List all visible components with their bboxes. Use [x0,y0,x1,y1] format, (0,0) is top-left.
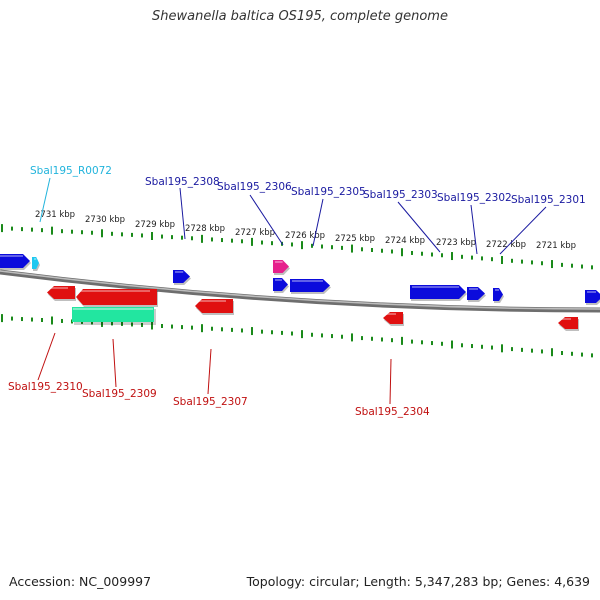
gene-callout-line [112,338,117,388]
reverse-gene [558,317,578,329]
reverse-gene [47,286,75,299]
gene-callout-line [37,332,56,381]
forward-gene [585,290,600,303]
scale-labels: 2731 kbp 2730 kbp 2729 kbp 2728 kbp 2727 kbp… [35,210,576,251]
gene-label: Sbal195_R0072 [30,165,112,177]
gene-callout-line [499,206,547,255]
reverse-gene [383,312,403,324]
page-title: Shewanella baltica OS195, complete genom… [152,9,448,24]
gene-callout-line [389,358,392,405]
genome-backbone-highlight [0,270,600,310]
gene-callout-line [207,348,212,395]
outer-tick-ring [1,224,593,270]
forward-gene [410,285,466,299]
gene-label: Sbal195_2308 [145,176,220,188]
scale-label: 2722 kbp [486,240,526,250]
genome-summary-label: Topology: circular; Length: 5,347,283 bp… [246,574,590,589]
forward-gene [467,287,485,300]
gene-callouts [37,177,547,405]
scale-label: 2721 kbp [536,241,576,251]
gene-callout-line [39,177,51,223]
forward-gene [273,278,288,291]
gene-label: Sbal195_2307 [173,396,248,408]
gene-label: Sbal195_2309 [82,388,157,400]
gene-label: Sbal195_2306 [217,181,292,193]
pseudo-gene [72,307,154,322]
gene-features [0,254,600,331]
gene-label: Sbal195_2302 [437,192,512,204]
rna-gene [32,257,39,269]
accession-label: Accession: NC_009997 [9,574,152,589]
scale-label: 2726 kbp [285,231,325,241]
scale-label: 2724 kbp [385,236,425,246]
forward-gene [0,254,30,268]
scale-label: 2729 kbp [135,220,175,230]
other-gene [273,260,289,273]
gene-label: Sbal195_2303 [363,189,438,201]
scale-label: 2728 kbp [185,224,225,234]
gene-label: Sbal195_2304 [355,406,430,418]
scale-label: 2731 kbp [35,210,75,220]
reverse-gene [76,289,157,305]
scale-label: 2723 kbp [436,238,476,248]
genome-backbone [0,269,600,313]
gene-label: Sbal195_2301 [511,194,586,206]
reverse-gene [195,299,233,313]
forward-gene [493,288,503,301]
scale-label: 2730 kbp [85,215,125,225]
scale-label: 2725 kbp [335,234,375,244]
gene-callout-line [249,194,284,246]
forward-gene [173,270,190,283]
gene-callout-line [470,204,478,255]
gene-callout-line [312,198,324,247]
forward-gene [290,279,330,292]
scale-label: 2727 kbp [235,228,275,238]
gene-callout-line [179,187,186,240]
gene-label: Sbal195_2305 [291,186,366,198]
gene-callout-line [397,201,441,253]
gene-label: Sbal195_2310 [8,381,83,393]
